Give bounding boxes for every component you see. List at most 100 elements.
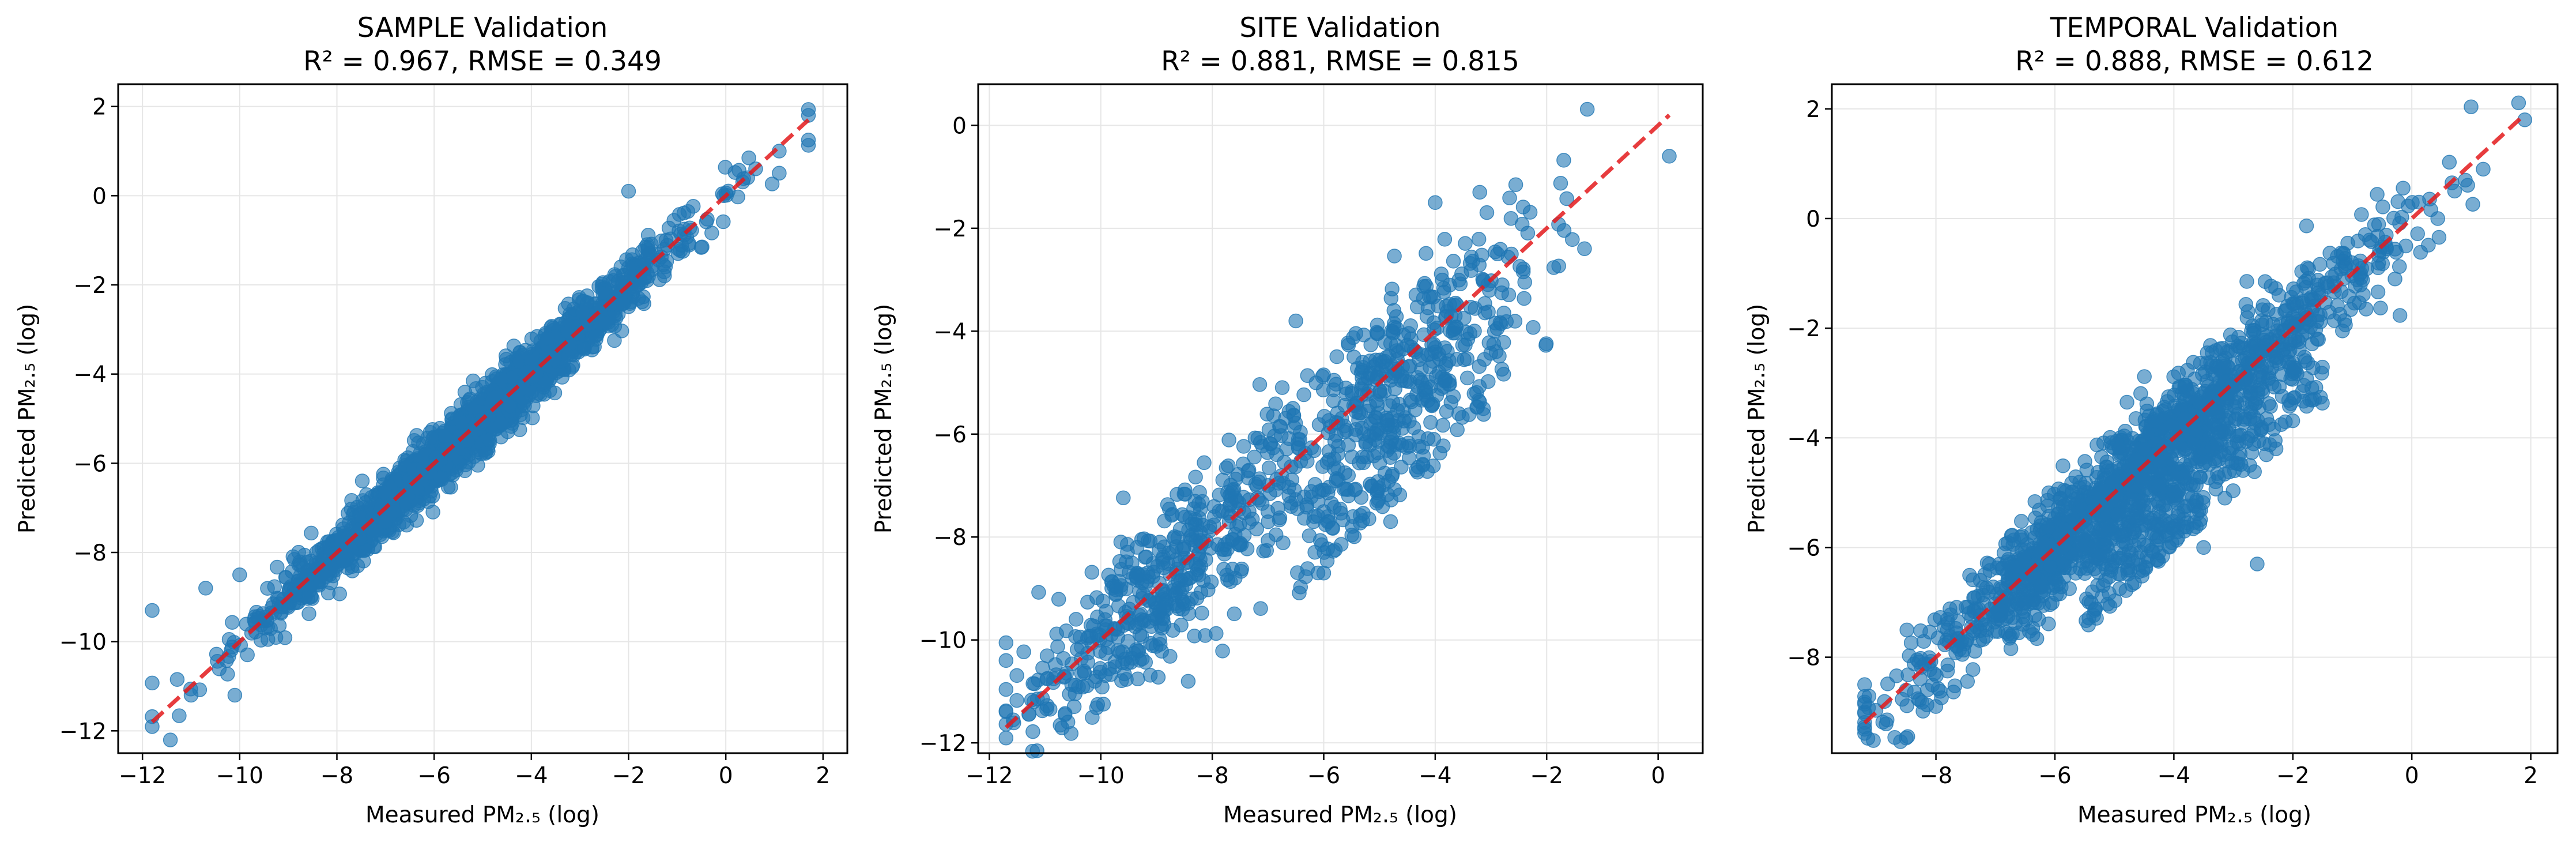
data-point (1160, 497, 1175, 512)
data-point (676, 205, 692, 221)
x-axis-label: Measured PM₂.₅ (log) (2077, 802, 2311, 828)
data-point (163, 732, 178, 747)
y-tick-label: −8 (1787, 645, 1821, 671)
data-point (2308, 322, 2324, 337)
data-point (2250, 557, 2265, 571)
data-point (2280, 299, 2295, 314)
y-tick-label: −6 (934, 422, 967, 448)
data-point (2163, 418, 2178, 433)
plot-area: −12 −10 −8 −6 −4 −2 0 2−12−10−8−6−4−202 (59, 83, 848, 789)
data-point (1039, 698, 1055, 713)
data-point (671, 242, 686, 257)
data-point (2183, 390, 2198, 405)
axes-frame (117, 83, 848, 754)
data-point (2299, 371, 2314, 386)
data-point (1469, 400, 1484, 415)
data-point (172, 708, 187, 723)
data-point (2111, 441, 2127, 456)
data-point (1517, 275, 1532, 290)
data-point (998, 682, 1014, 697)
data-point (2272, 379, 2287, 394)
data-point (1268, 483, 1283, 498)
data-point (1370, 317, 1385, 333)
data-point (1253, 601, 1268, 616)
data-point (1063, 726, 1079, 741)
data-point (1234, 561, 1249, 577)
x-tick-label: −6 (1307, 763, 1341, 789)
data-point (2114, 528, 2129, 543)
data-point (1437, 373, 1452, 389)
data-point (1916, 634, 1932, 649)
data-point (1050, 639, 1065, 655)
data-point (1204, 574, 1219, 589)
data-point (2210, 466, 2225, 481)
panel-temporal: −8 −6 −4 −2 0 2−8−6−4−202 TEMPORAL Validation… (1744, 12, 2559, 828)
data-point (1009, 668, 1024, 683)
data-point (1303, 484, 1319, 499)
data-point (2134, 474, 2150, 490)
data-point (1406, 420, 1421, 435)
data-point (2392, 308, 2408, 323)
data-point (2227, 413, 2243, 428)
data-point (2268, 433, 2283, 448)
x-tick-label: −2 (2276, 763, 2310, 789)
y-tick-label: −6 (74, 451, 107, 477)
data-point (1990, 611, 2005, 627)
data-point (1394, 438, 1409, 453)
data-point (2192, 469, 2208, 485)
data-point (1029, 743, 1044, 758)
data-point (538, 375, 553, 391)
data-point (2209, 437, 2224, 452)
data-point (1419, 279, 1434, 294)
data-point (1096, 697, 1111, 712)
data-point (1479, 205, 1495, 220)
data-point (1948, 621, 1963, 636)
x-tick-label: −6 (2038, 763, 2072, 789)
x-tick-label: −2 (1530, 763, 1564, 789)
y-axis-label: Predicted PM₂.₅ (log) (14, 304, 40, 534)
data-point (1387, 249, 1402, 264)
data-point (1296, 387, 1311, 403)
data-point (1170, 599, 1185, 614)
data-point (2370, 260, 2386, 276)
y-tick-label: −12 (59, 719, 107, 745)
data-point (2421, 238, 2436, 253)
data-point (1394, 460, 1409, 475)
data-point (1437, 232, 1453, 247)
data-point (621, 183, 636, 199)
data-point (2028, 595, 2043, 611)
data-point (1223, 574, 1238, 589)
x-tick-label: 2 (2524, 763, 2538, 789)
data-point (2245, 396, 2260, 411)
data-point (2027, 494, 2043, 509)
data-point (225, 615, 240, 630)
data-point (1401, 326, 1416, 341)
data-point (615, 296, 630, 311)
panel-sample: −12 −10 −8 −6 −4 −2 0 2−12−10−8−6−4−202 SAMPLE … (14, 12, 848, 828)
x-tick-label: 0 (1651, 763, 1665, 789)
data-point (1118, 651, 1133, 667)
data-point (1962, 567, 1977, 583)
y-tick-label: 2 (92, 95, 107, 121)
panel-site: −12 −10 −8 −6 −4 −2 0−12−10−8−6−4−20 SITE Vali… (871, 12, 1704, 828)
data-point (2388, 271, 2402, 287)
data-point (1467, 324, 1482, 339)
data-point (2104, 475, 2119, 490)
data-point (2092, 547, 2107, 563)
x-tick-label: −4 (515, 763, 548, 789)
data-point (1116, 490, 1131, 506)
data-point (1288, 415, 1303, 431)
data-point (227, 687, 243, 703)
data-point (1134, 532, 1149, 547)
data-point (1416, 448, 1431, 464)
data-point (2245, 318, 2260, 333)
data-point (2392, 259, 2407, 275)
data-point (2152, 454, 2167, 469)
data-point (300, 567, 316, 583)
data-point (2243, 378, 2259, 393)
data-point (1377, 383, 1392, 399)
data-point (1031, 585, 1046, 600)
data-point (2171, 517, 2186, 532)
data-point (2146, 510, 2161, 525)
